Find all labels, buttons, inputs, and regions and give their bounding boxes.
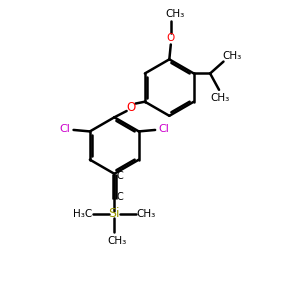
Text: C: C — [117, 192, 124, 202]
Text: C: C — [117, 171, 124, 181]
Text: CH₃: CH₃ — [136, 209, 155, 219]
Text: CH₃: CH₃ — [165, 9, 184, 19]
Text: H₃C: H₃C — [73, 209, 92, 219]
Text: O: O — [127, 100, 136, 114]
Text: CH₃: CH₃ — [107, 236, 126, 246]
Text: Cl: Cl — [59, 124, 70, 134]
Text: CH₃: CH₃ — [210, 93, 229, 103]
Text: Cl: Cl — [159, 124, 170, 134]
Text: O: O — [167, 33, 175, 43]
Text: CH₃: CH₃ — [222, 51, 241, 61]
Text: Si: Si — [109, 207, 120, 220]
